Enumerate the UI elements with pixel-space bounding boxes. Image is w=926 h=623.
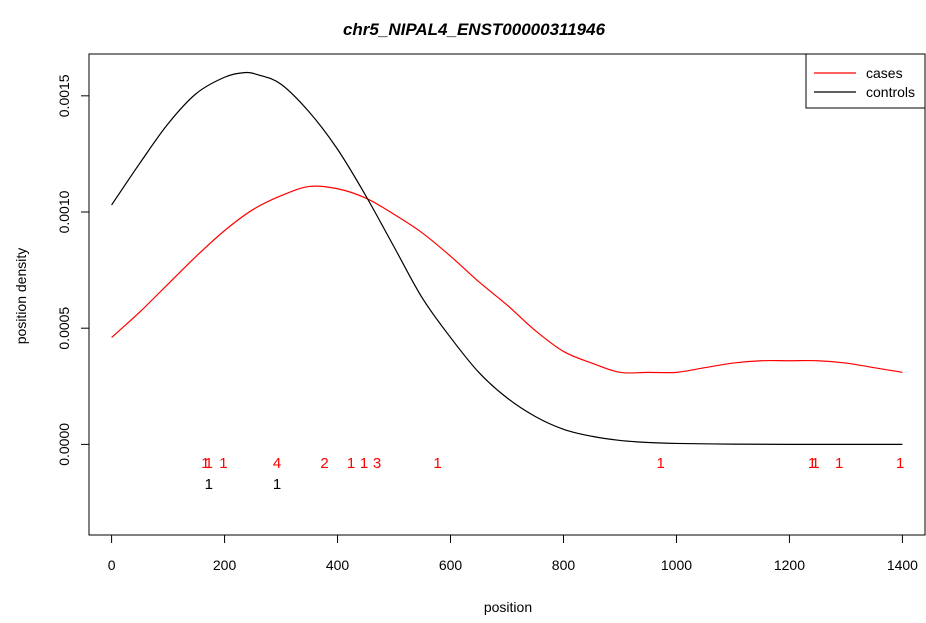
x-tick-label: 0 xyxy=(108,557,116,573)
count-label-cases: 1 xyxy=(896,455,904,472)
position-counts-cases: 11 1 4 2 1 1 3 1 1 11 1 1 xyxy=(201,455,904,472)
chart-title: chr5_NIPAL4_ENST00000311946 xyxy=(343,20,606,39)
count-label-controls: 1 xyxy=(205,476,213,493)
count-label-cases: 2 xyxy=(320,455,328,472)
count-label-cases: 3 xyxy=(373,455,381,472)
x-tick-label: 1000 xyxy=(661,557,692,573)
count-label-cases: 1 xyxy=(835,455,843,472)
plot-frame xyxy=(88,53,926,536)
count-label-cases: 1 xyxy=(360,455,368,472)
count-label-controls: 1 xyxy=(273,476,281,493)
count-label-cases: 1 xyxy=(205,455,213,472)
count-label-cases: 1 xyxy=(808,455,816,472)
legend-label-cases: cases xyxy=(866,65,903,81)
x-tick-label: 200 xyxy=(213,557,237,573)
x-tick-label: 800 xyxy=(552,557,576,573)
y-axis: 0.0000 0.0005 0.0010 0.0015 xyxy=(56,74,89,466)
x-axis: 0 200 400 600 800 1000 1200 1400 xyxy=(108,535,918,573)
y-tick-label: 0.0010 xyxy=(56,190,72,233)
count-label-cases: 1 xyxy=(433,455,441,472)
series-line-cases xyxy=(111,185,903,374)
x-tick-label: 1400 xyxy=(887,557,918,573)
legend-label-controls: controls xyxy=(866,84,915,100)
y-tick-label: 0.0000 xyxy=(56,423,72,466)
y-tick-label: 0.0015 xyxy=(56,74,72,117)
x-tick-label: 1200 xyxy=(774,557,805,573)
count-label-cases: 1 xyxy=(811,455,819,472)
x-tick-label: 400 xyxy=(326,557,350,573)
count-label-cases: 1 xyxy=(347,455,355,472)
x-axis-label: position xyxy=(484,599,532,615)
y-axis-label: position density xyxy=(13,248,29,345)
count-label-cases: 1 xyxy=(219,455,227,472)
y-tick-label: 0.0005 xyxy=(56,307,72,350)
count-label-cases: 1 xyxy=(201,455,209,472)
count-label-cases: 1 xyxy=(656,455,664,472)
series-line-controls xyxy=(111,71,903,445)
legend: cases controls xyxy=(805,53,926,109)
legend-box xyxy=(805,53,926,109)
x-tick-label: 600 xyxy=(439,557,463,573)
count-label-cases: 4 xyxy=(273,455,281,472)
